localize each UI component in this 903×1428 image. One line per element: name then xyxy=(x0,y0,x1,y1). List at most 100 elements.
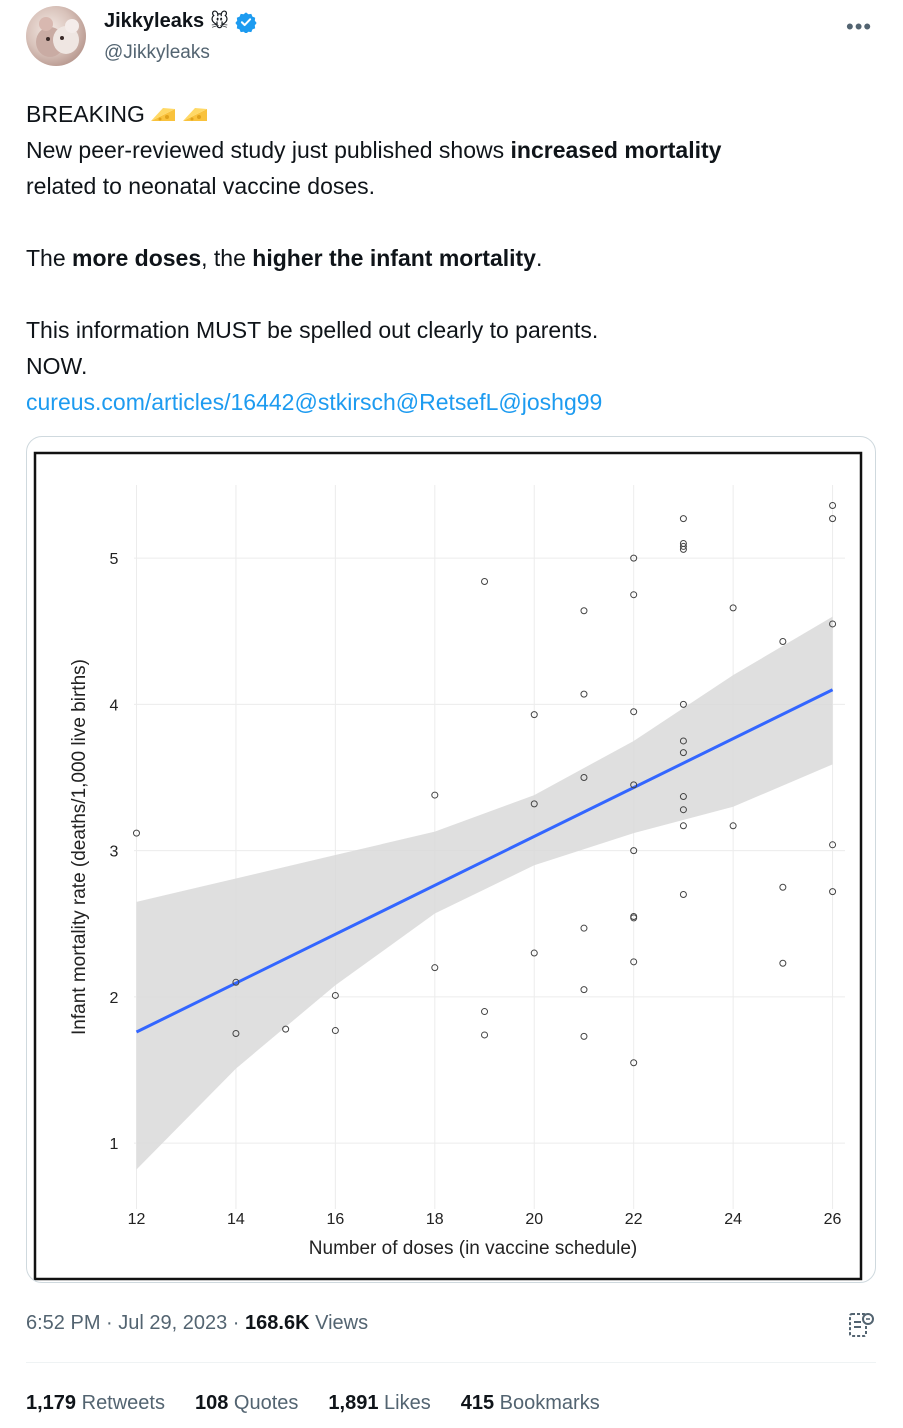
y-tick-label: 1 xyxy=(110,1136,119,1153)
tweet-line2-text: New peer-reviewed study just published s… xyxy=(26,137,511,163)
confidence-band xyxy=(136,616,833,1170)
likes-label: Likes xyxy=(378,1392,431,1414)
article-link[interactable]: cureus.com/articles/16442 xyxy=(26,389,295,415)
data-point xyxy=(630,847,638,855)
quotes-count: 108 xyxy=(195,1392,229,1414)
y-tick-label: 3 xyxy=(110,844,119,861)
bookmarks-count: 415 xyxy=(460,1392,495,1414)
data-point xyxy=(630,914,638,922)
data-point xyxy=(530,949,538,957)
data-point xyxy=(779,883,787,891)
data-point xyxy=(630,958,638,966)
retweets-count: 1,179 xyxy=(26,1392,77,1414)
data-point xyxy=(829,620,837,628)
data-point xyxy=(829,888,837,896)
mention-retsefl[interactable]: @RetsefL xyxy=(395,389,499,415)
data-point xyxy=(679,700,687,708)
tweet-line4-a: The xyxy=(26,245,73,271)
data-point xyxy=(580,986,588,994)
author-display-name[interactable]: Jikkyleaks xyxy=(104,10,205,32)
retweets-stat[interactable]: 1,179 Retweets xyxy=(26,1392,165,1415)
author-handle[interactable]: @Jikkyleaks xyxy=(104,42,210,63)
data-point xyxy=(481,578,489,586)
x-tick-label: 12 xyxy=(128,1211,146,1228)
data-point xyxy=(580,1032,588,1040)
data-point xyxy=(132,829,140,837)
views-count: 168.6K xyxy=(245,1312,310,1334)
data-point xyxy=(679,891,687,899)
x-axis-label: Number of doses (in vaccine schedule) xyxy=(309,1238,637,1259)
y-tick-label: 2 xyxy=(110,990,119,1007)
quotes-stat[interactable]: 108 Quotes xyxy=(195,1392,298,1415)
cheese-emoji-icon xyxy=(150,108,175,121)
verified-badge-icon xyxy=(235,11,257,33)
data-point xyxy=(679,793,687,801)
data-point xyxy=(481,1008,489,1016)
x-tick-label: 18 xyxy=(426,1211,444,1228)
data-point xyxy=(282,1025,290,1033)
data-point xyxy=(729,604,737,612)
data-point xyxy=(580,774,588,782)
tweet-line4-c: , the xyxy=(201,245,253,271)
data-point xyxy=(679,737,687,745)
data-point xyxy=(580,690,588,698)
tweet-line4-bold-doses: more doses xyxy=(72,245,202,271)
mention-stkirsch[interactable]: @stkirsch xyxy=(294,389,396,415)
data-point xyxy=(679,515,687,523)
data-point xyxy=(679,749,687,757)
engagement-stats: 1,179 Retweets 108 Quotes 1,891 Likes 41… xyxy=(26,1392,600,1415)
tweet-line5: This information MUST be spelled out cle… xyxy=(26,317,599,343)
data-point xyxy=(431,791,439,799)
data-point xyxy=(431,964,439,972)
cheese-emoji-icon xyxy=(182,108,207,121)
likes-stat[interactable]: 1,891 Likes xyxy=(328,1392,430,1415)
data-point xyxy=(580,607,588,615)
tweet-text: BREAKING New peer-reviewed study just pu… xyxy=(26,96,876,420)
data-point xyxy=(331,1027,339,1035)
y-tick-label: 5 xyxy=(110,551,119,568)
bookmarks-stat[interactable]: 415 Bookmarks xyxy=(461,1392,600,1415)
data-point xyxy=(630,708,638,716)
x-tick-label: 16 xyxy=(326,1211,344,1228)
data-point xyxy=(530,800,538,808)
x-tick-label: 24 xyxy=(724,1211,742,1228)
mention-joshg99[interactable]: @joshg99 xyxy=(498,389,603,415)
meta-separator: · xyxy=(227,1312,246,1334)
avatar[interactable] xyxy=(26,6,86,66)
data-point xyxy=(630,781,638,789)
data-point xyxy=(679,822,687,830)
x-tick-label: 22 xyxy=(625,1211,643,1228)
tweet-line2-bold: increased mortality xyxy=(510,137,722,163)
more-options-icon[interactable]: ••• xyxy=(846,14,873,39)
data-point xyxy=(331,991,339,999)
tweet-line4-e: . xyxy=(535,245,543,271)
x-tick-label: 14 xyxy=(227,1211,245,1228)
likes-count: 1,891 xyxy=(328,1392,379,1414)
data-point xyxy=(779,959,787,967)
tweet-line4-bold-mortality: higher the infant mortality xyxy=(252,245,536,271)
data-point xyxy=(679,806,687,814)
bookmarks-label: Bookmarks xyxy=(494,1392,600,1414)
data-point xyxy=(481,1031,489,1039)
analytics-icon[interactable] xyxy=(846,1310,876,1340)
data-point xyxy=(530,711,538,719)
tweet-line-breaking: BREAKING xyxy=(26,101,145,127)
y-tick-label: 4 xyxy=(110,697,119,714)
quotes-label: Quotes xyxy=(228,1392,299,1414)
data-point xyxy=(630,1059,638,1067)
data-point xyxy=(779,638,787,646)
data-point xyxy=(232,1029,240,1037)
data-point xyxy=(232,978,240,986)
media-image[interactable]: 12 14 16 18 20 22 24 26 1 2 3 4 5 Number of doses (in… xyxy=(26,436,876,1283)
data-point xyxy=(630,591,638,599)
tweet-date[interactable]: Jul 29, 2023 xyxy=(118,1312,228,1334)
data-point xyxy=(829,841,837,849)
mouse-emoji: 🐭 xyxy=(210,11,229,31)
data-point xyxy=(630,554,638,562)
meta-separator: · xyxy=(100,1312,119,1334)
data-point xyxy=(829,515,837,523)
tweet-time[interactable]: 6:52 PM xyxy=(26,1312,101,1334)
x-tick-label: 26 xyxy=(824,1211,842,1228)
tweet-meta: 6:52 PM · Jul 29, 2023 · 168.6K Views xyxy=(26,1312,368,1335)
